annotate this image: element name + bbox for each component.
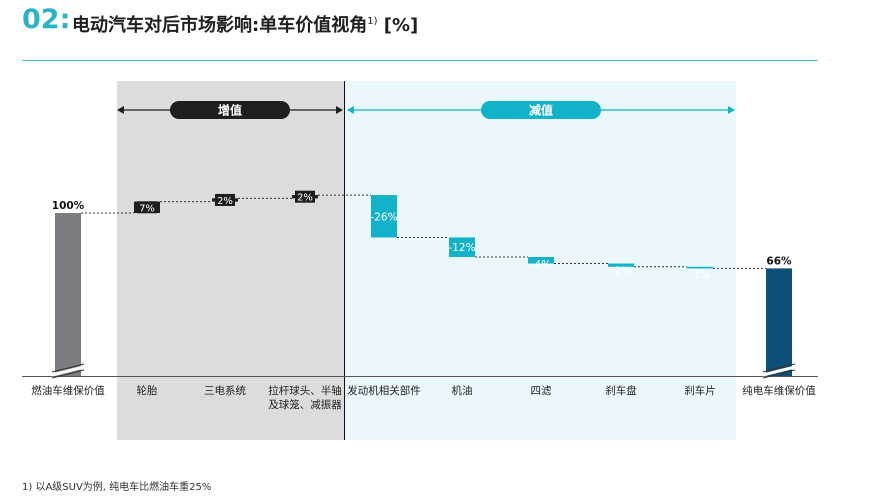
section-number-value: 02 <box>22 4 60 35</box>
category-label: 刹车片 <box>684 384 716 397</box>
data-label: 100% <box>52 200 85 212</box>
axis-break-line <box>51 369 85 379</box>
decrease-group-label: 减值 <box>529 103 553 118</box>
data-label: -1% <box>690 269 710 281</box>
decrease-group-arrow-right <box>728 106 735 114</box>
axis-break-gap <box>762 365 796 377</box>
data-label: 7% <box>139 203 155 214</box>
axis-break-line <box>762 363 796 373</box>
data-label: 2% <box>217 196 233 207</box>
data-label: 66% <box>766 255 792 267</box>
bar-6 <box>528 257 554 264</box>
increase-group-pill <box>170 101 290 119</box>
data-label: -12% <box>448 242 475 254</box>
section-number-colon: : <box>59 4 71 35</box>
category-label: 纯电车维保价值 <box>742 384 816 397</box>
bar-5 <box>449 237 475 258</box>
data-label: -2% <box>611 266 631 278</box>
data-label-bg <box>137 201 157 214</box>
title-unit: [%] <box>383 15 419 36</box>
data-label: -4% <box>531 259 551 271</box>
category-label: 三电系统 <box>204 384 246 397</box>
bar-7 <box>608 263 634 267</box>
page-title: 电动汽车对后市场影响:单车价值视角1) [%] <box>72 11 418 37</box>
increase-region <box>117 81 344 440</box>
category-label: 轮胎 <box>137 384 158 397</box>
category-label: 四滤 <box>531 384 552 397</box>
increase-group-arrow-left <box>117 106 124 114</box>
category-label: 刹车盘 <box>605 384 637 397</box>
bar-9 <box>766 268 792 376</box>
data-label-bg <box>215 193 235 206</box>
decrease-group-pill <box>481 101 601 119</box>
axis-break-gap <box>51 365 85 377</box>
bar-4 <box>371 195 397 238</box>
data-label: -26% <box>370 211 397 223</box>
bar-0 <box>55 213 81 376</box>
category-label: 机油 <box>452 384 473 397</box>
category-label: 发动机相关部件 <box>347 384 421 397</box>
axis-break-line <box>762 369 796 379</box>
data-label-bg <box>295 190 315 203</box>
section-number: 02: <box>22 4 70 35</box>
increase-group-arrow-right <box>336 106 343 114</box>
data-label: 2% <box>297 193 313 204</box>
footnote: 1) 以A级SUV为例, 纯电车比燃油车重25% <box>22 482 212 493</box>
title-divider <box>22 60 818 61</box>
category-label: 燃油车维保价值 <box>31 384 105 397</box>
axis-break-line <box>51 363 85 373</box>
category-label: 拉杆球头、半轴 <box>268 384 342 397</box>
title-footnote-mark: 1) <box>367 16 378 27</box>
page-title-text: 电动汽车对后市场影响:单车价值视角 <box>72 15 368 36</box>
increase-group-label: 增值 <box>218 103 242 118</box>
bar-8 <box>687 266 713 269</box>
decrease-group-arrow-left <box>347 106 354 114</box>
category-label: 及球笼、减振器 <box>268 398 342 411</box>
